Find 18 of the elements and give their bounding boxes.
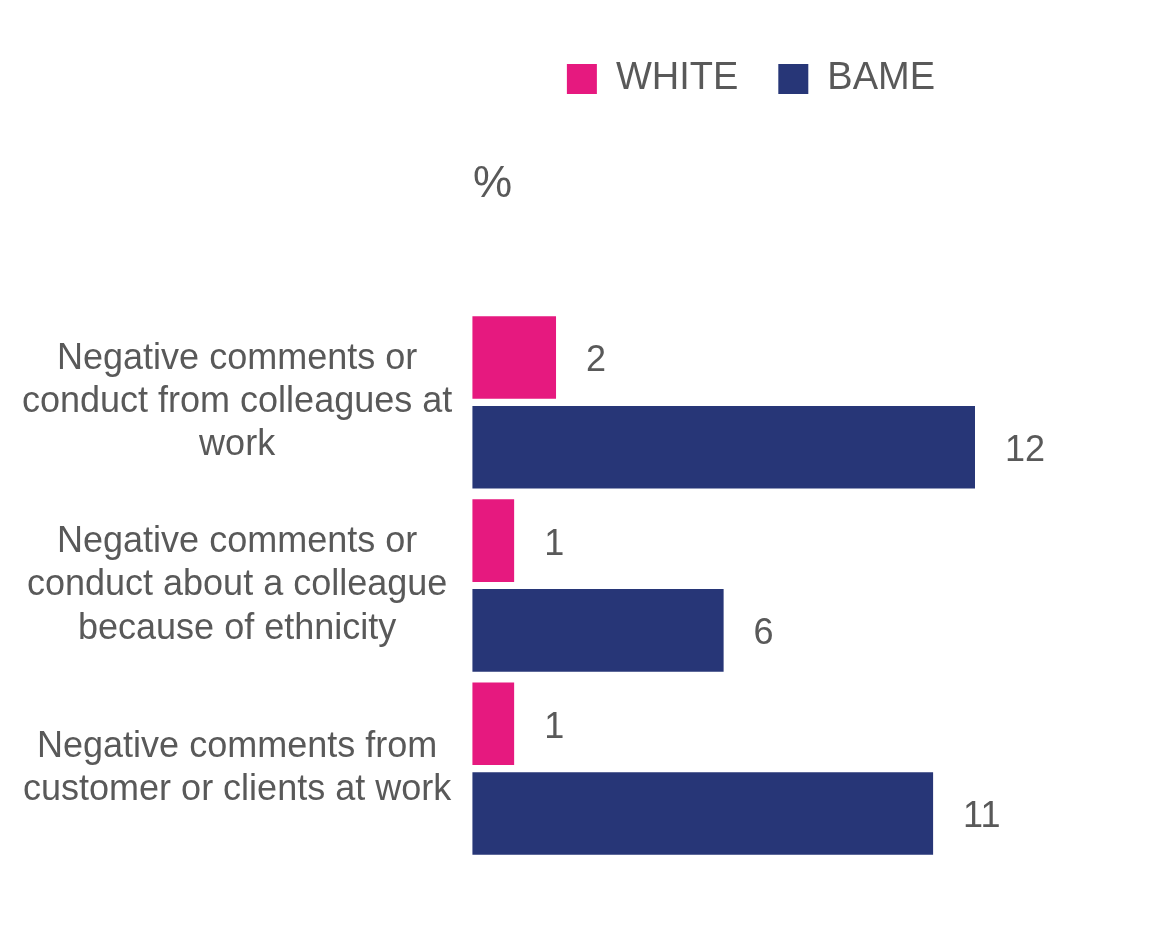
- bar: [472, 316, 557, 399]
- legend-label: WHITE: [615, 55, 739, 98]
- data-label: 11: [963, 794, 1001, 836]
- data-label: 6: [753, 611, 774, 653]
- data-label: 12: [1005, 428, 1046, 470]
- data-label: 1: [544, 521, 565, 563]
- bar: [472, 772, 934, 855]
- y-tick-label: Negative comments from customer or clients at work: [23, 723, 453, 809]
- data-label: 2: [586, 338, 607, 380]
- chart-title: %: [472, 156, 513, 206]
- y-tick-label: Negative comments or conduct about a colleague because of ethnicity: [26, 519, 448, 647]
- bar: [472, 499, 515, 582]
- data-label: 1: [544, 704, 565, 746]
- legend-label: BAME: [827, 55, 936, 98]
- bar: [472, 589, 724, 672]
- bar: [472, 682, 515, 766]
- y-tick-label: Negative comments or conduct from colleagues at work: [22, 336, 453, 464]
- bar: [472, 405, 975, 489]
